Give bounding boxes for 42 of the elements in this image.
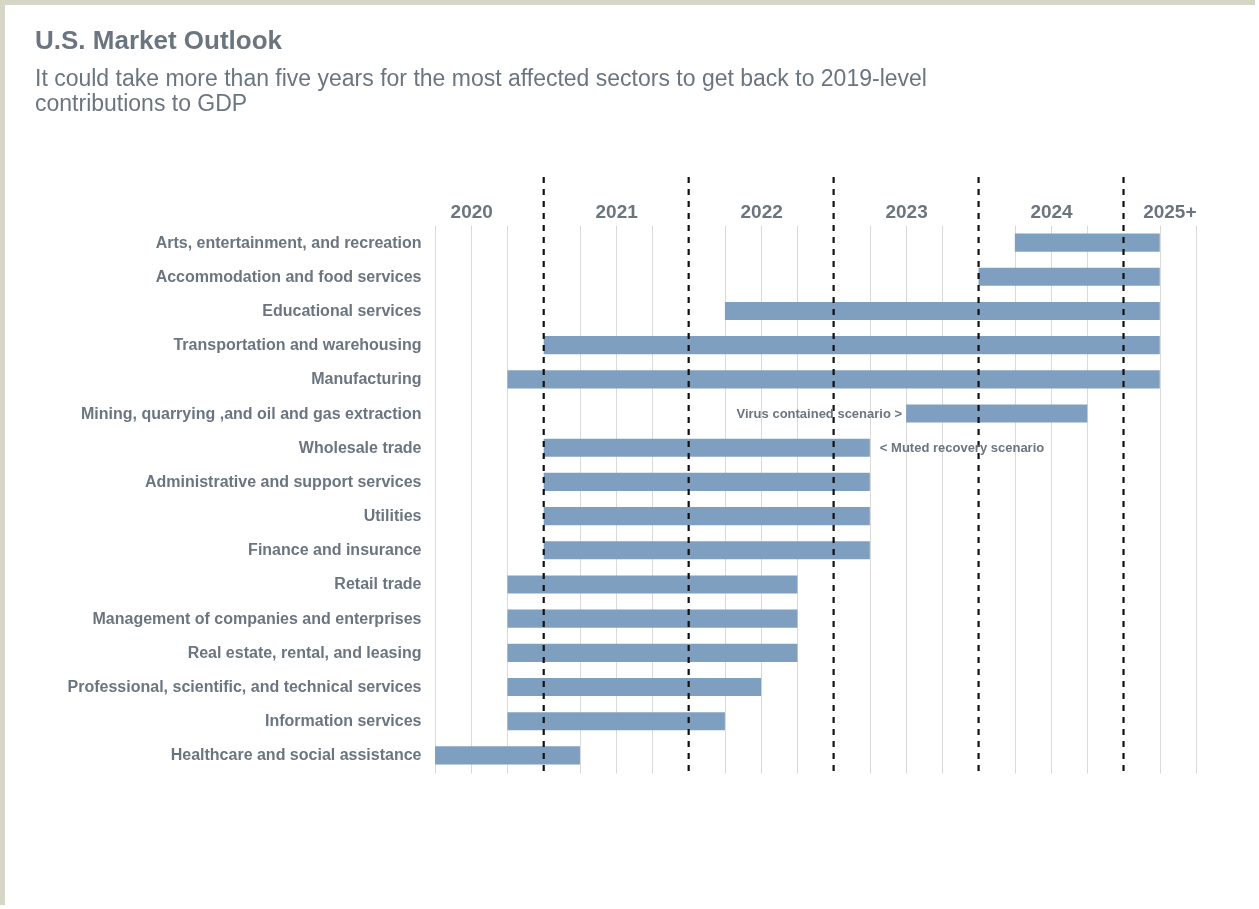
x-tick-label: 2023 <box>885 200 928 222</box>
bar <box>507 609 798 628</box>
bar <box>543 438 870 457</box>
bar <box>543 541 870 560</box>
y-tick-label: Transportation and warehousing <box>173 336 422 354</box>
y-tick-label: Real estate, rental, and leasing <box>187 643 422 661</box>
chart-subtitle: It could take more than five years for the most affected sectors to get back to 2019-level contributions to GDP <box>35 64 927 116</box>
x-tick-label: 2020 <box>450 200 493 222</box>
bar <box>1014 233 1160 252</box>
annotation: Virus contained scenario > <box>736 405 903 421</box>
y-tick-label: Information services <box>265 712 422 730</box>
annotation: < Muted recovery scenario <box>879 439 1045 455</box>
y-tick-label: Accommodation and food services <box>155 267 422 285</box>
bar <box>978 267 1160 286</box>
bar <box>543 336 1160 355</box>
y-tick-label: Professional, scientific, and technical services <box>67 678 422 696</box>
y-tick-label: Healthcare and social assistance <box>170 746 422 764</box>
x-tick-label: 2022 <box>740 200 783 222</box>
y-tick-label: Mining, quarrying ,and oil and gas extraction <box>81 404 422 422</box>
bar <box>507 643 798 662</box>
y-tick-label: Administrative and support services <box>144 472 422 490</box>
x-tick-label: 2024 <box>1030 200 1074 222</box>
bar <box>507 677 762 697</box>
bar <box>435 746 580 765</box>
bar <box>543 472 870 491</box>
bar <box>507 712 725 731</box>
bar <box>507 575 798 594</box>
y-tick-label: Retail trade <box>334 575 422 593</box>
y-tick-label: Finance and insurance <box>248 541 422 559</box>
bar <box>507 370 1160 389</box>
y-tick-label: Educational services <box>262 301 422 319</box>
y-tick-label: Wholesale trade <box>298 438 422 456</box>
text: U.S. Market Outlook <box>35 24 283 55</box>
x-tick-label: 2021 <box>595 200 639 222</box>
bar <box>543 507 870 526</box>
x-tick-label: 2025+ <box>1143 200 1197 222</box>
y-tick-label: Arts, entertainment, and recreation <box>155 233 422 251</box>
y-tick-label: Utilities <box>363 507 422 525</box>
y-tick-label: Management of companies and enterprises <box>92 609 422 627</box>
bar <box>724 301 1160 321</box>
bar <box>906 404 1088 423</box>
y-tick-label: Manufacturing <box>311 370 422 388</box>
